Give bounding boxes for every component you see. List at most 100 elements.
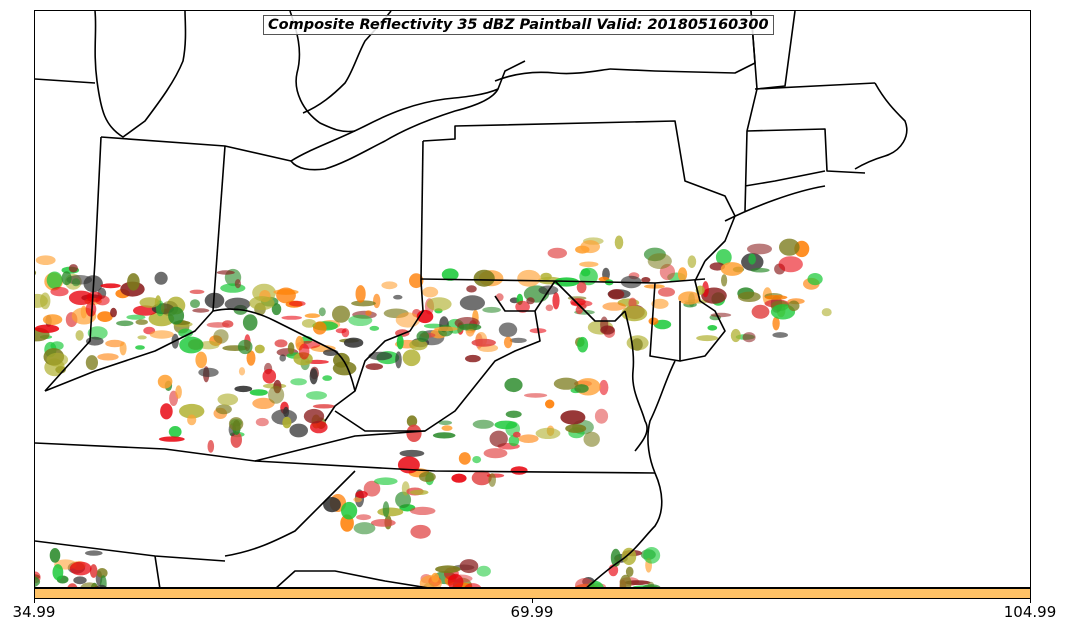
echo-blob (441, 268, 459, 281)
echo-blob (85, 550, 103, 556)
echo-blob (579, 261, 599, 268)
echo-blob (788, 300, 800, 312)
echo-blob (621, 305, 648, 322)
echo-blob (505, 410, 522, 418)
echo-blob (466, 329, 476, 334)
echo-blob (255, 417, 269, 427)
colorbar-label-min: 34.99 (12, 603, 56, 621)
echo-blob (451, 473, 467, 483)
echo-blob (348, 314, 373, 326)
echo-blob (312, 404, 335, 409)
echo-blob (238, 367, 246, 376)
echo-blob (304, 313, 321, 319)
echo-blob (100, 283, 121, 289)
echo-blob (40, 292, 51, 310)
echo-blob (476, 565, 491, 577)
lake-huron-shore (302, 11, 392, 114)
echo-blob (154, 271, 168, 285)
echo-blob (110, 307, 117, 318)
echo-blob (489, 430, 508, 447)
echo-blob (96, 568, 108, 578)
echo-blob (274, 339, 288, 348)
echo-blob (289, 423, 308, 438)
echo-blob (228, 417, 244, 431)
echo-blob (35, 324, 60, 333)
in-oh-border (212, 145, 226, 312)
map-svg (35, 11, 908, 587)
echo-blob (553, 377, 579, 390)
echo-blob (518, 434, 539, 444)
echo-blob (187, 414, 197, 426)
echo-blob (35, 270, 37, 276)
tn-south (35, 540, 226, 562)
echo-blob (282, 416, 292, 429)
echo-blob (409, 489, 429, 495)
echo-blob (396, 334, 404, 350)
echo-blob (402, 349, 421, 367)
echo-blob (465, 354, 481, 363)
echo-blob (730, 328, 741, 343)
echo-blob (353, 522, 376, 535)
echo-blob (512, 431, 521, 438)
echo-blob (365, 310, 372, 316)
echo-blob (353, 497, 363, 503)
echo-blob (133, 305, 158, 316)
echo-blob (471, 338, 496, 347)
echo-blob (75, 330, 84, 341)
echo-blob (281, 315, 302, 320)
echo-blob (651, 298, 669, 309)
echo-blob (289, 300, 306, 307)
echo-blob (447, 573, 464, 587)
echo-blob (262, 368, 277, 384)
echo-blob (807, 273, 823, 286)
echo-blob (160, 403, 173, 420)
map-frame (34, 10, 1031, 588)
echo-blob (237, 339, 253, 355)
echo-blob (577, 336, 589, 353)
echo-blob (764, 295, 788, 300)
echo-blob (406, 415, 418, 428)
echo-blob (49, 548, 61, 563)
echo-blob (157, 374, 173, 389)
echo-blob (135, 319, 148, 325)
echo-blob (67, 583, 78, 587)
echo-blob (216, 270, 235, 275)
echo-blob (68, 290, 94, 305)
echo-blob (625, 566, 634, 577)
echo-blob (631, 338, 643, 351)
echo-blob (545, 399, 555, 409)
echo-blob (85, 301, 97, 317)
echo-blob (397, 456, 420, 474)
lake-erie-shore (290, 88, 499, 171)
echo-blob (318, 307, 326, 317)
de-md (649, 282, 681, 362)
echo-blob (298, 343, 310, 360)
echo-blob (46, 271, 63, 289)
echo-blob (69, 561, 92, 576)
echo-blob (279, 354, 286, 362)
echo-blob (409, 506, 436, 515)
echo-blob (471, 470, 492, 486)
echo-blob (370, 519, 396, 527)
echo-blob (621, 547, 637, 566)
echo-blob (715, 249, 732, 266)
echo-blob (374, 477, 398, 486)
echo-blob (220, 283, 246, 293)
echo-blob (192, 308, 210, 313)
echo-blob (580, 240, 600, 254)
echo-blob (494, 420, 518, 430)
echo-blob (195, 351, 207, 369)
tn-nc-border (224, 470, 356, 557)
wv-east (554, 280, 626, 322)
echo-blob (540, 272, 552, 281)
echo-blob (600, 316, 609, 333)
echo-blob (105, 339, 125, 348)
echo-blob (419, 575, 442, 587)
echo-blob (432, 432, 456, 439)
echo-blob (576, 281, 587, 294)
echo-blob (419, 471, 436, 482)
colorbar-tick-mid (532, 599, 533, 603)
colorbar-label-max: 104.99 (1003, 603, 1057, 621)
echo-blob (217, 393, 239, 406)
echo-blob (61, 271, 72, 286)
